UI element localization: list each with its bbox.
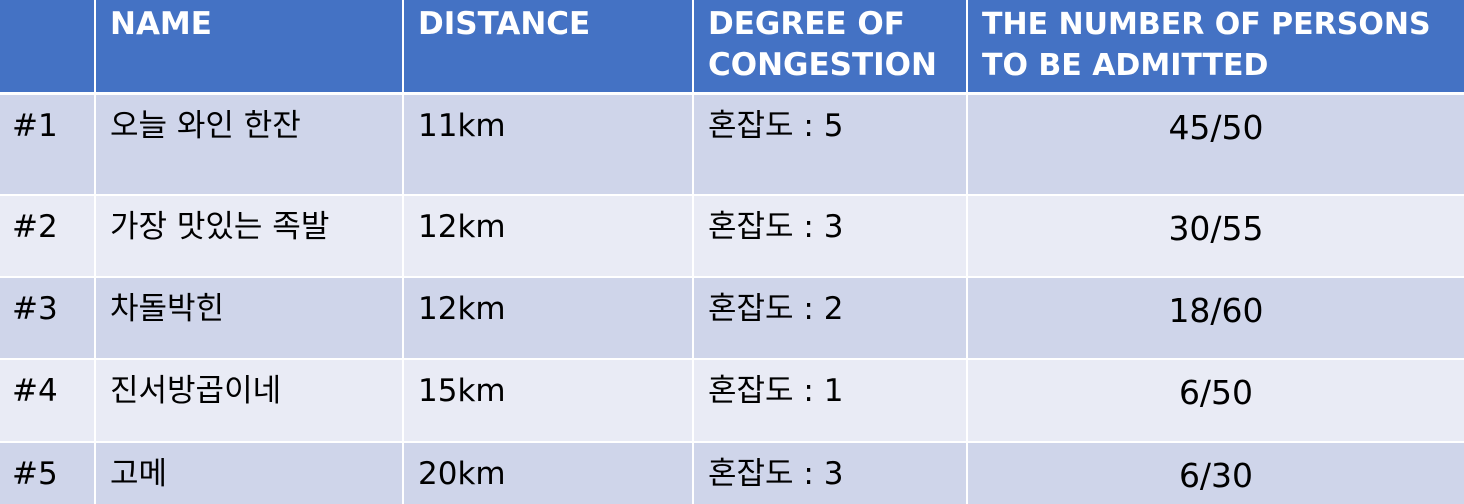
persons-admitted-value: 18/60	[1168, 291, 1264, 330]
row-index: #2	[0, 196, 96, 276]
table-row: #2 가장 맛있는 족발 12km 혼잡도 : 3 30/55	[0, 196, 1464, 278]
row-index: #5	[0, 443, 96, 504]
congestion-value: 혼잡도 : 3	[694, 196, 968, 276]
row-index: #4	[0, 360, 96, 441]
restaurant-name: 오늘 와인 한잔	[96, 95, 404, 194]
congestion-value: 혼잡도 : 3	[694, 443, 968, 504]
persons-admitted-value: 6/50	[1178, 373, 1254, 412]
table-header-row: NAME DISTANCE DEGREE OF CONGESTION THE N…	[0, 0, 1464, 95]
table-row: #5 고메 20km 혼잡도 : 3 6/30	[0, 443, 1464, 504]
row-index: #1	[0, 95, 96, 194]
header-distance: DISTANCE	[404, 0, 694, 92]
restaurant-name: 진서방곱이네	[96, 360, 404, 441]
table-row: #1 오늘 와인 한잔 11km 혼잡도 : 5 45/50	[0, 95, 1464, 196]
congestion-value: 혼잡도 : 2	[694, 278, 968, 358]
distance-value: 12km	[404, 278, 694, 358]
header-index	[0, 0, 96, 92]
distance-value: 15km	[404, 360, 694, 441]
persons-admitted-value: 6/30	[1178, 456, 1254, 495]
persons-admitted-value: 45/50	[1168, 108, 1264, 147]
restaurant-name: 차돌박힌	[96, 278, 404, 358]
congestion-value: 혼잡도 : 1	[694, 360, 968, 441]
distance-value: 12km	[404, 196, 694, 276]
persons-admitted-value: 30/55	[1168, 209, 1264, 248]
header-congestion: DEGREE OF CONGESTION	[694, 0, 968, 92]
row-index: #3	[0, 278, 96, 358]
restaurant-name: 고메	[96, 443, 404, 504]
congestion-value: 혼잡도 : 5	[694, 95, 968, 194]
header-persons-admitted: THE NUMBER OF PERSONS TO BE ADMITTED	[982, 7, 1431, 83]
restaurant-name: 가장 맛있는 족발	[96, 196, 404, 276]
table-row: #4 진서방곱이네 15km 혼잡도 : 1 6/50	[0, 360, 1464, 443]
header-name: NAME	[96, 0, 404, 92]
distance-value: 11km	[404, 95, 694, 194]
distance-value: 20km	[404, 443, 694, 504]
table-row: #3 차돌박힌 12km 혼잡도 : 2 18/60	[0, 278, 1464, 360]
